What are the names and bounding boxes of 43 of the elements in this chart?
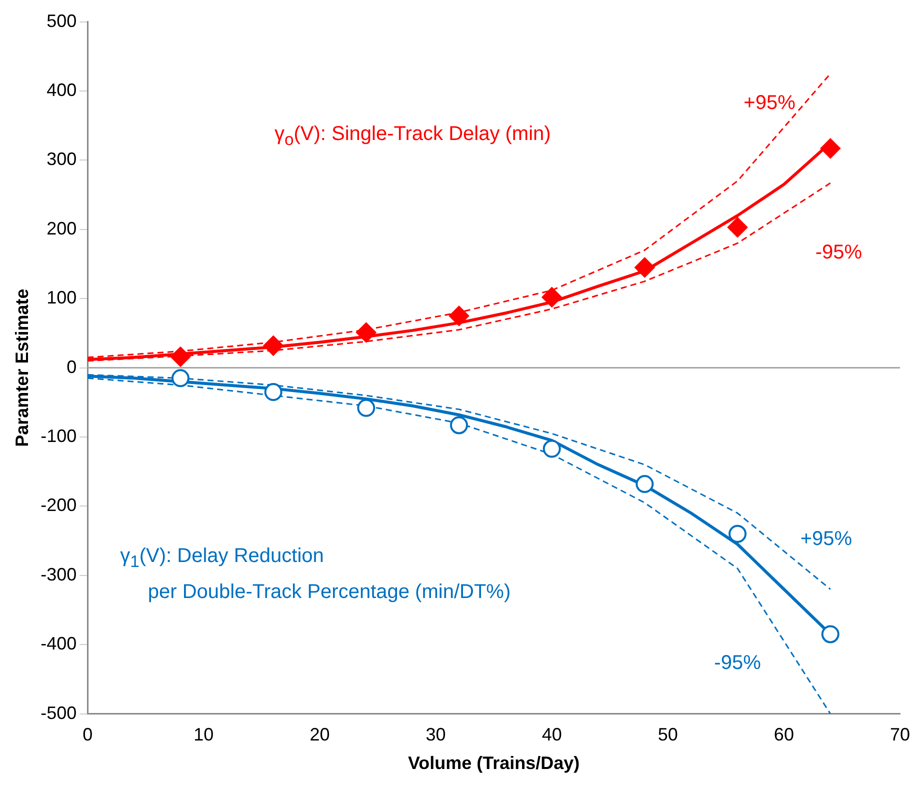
y-tick-label: 400 — [46, 80, 77, 100]
y-tick-label: 500 — [46, 10, 77, 31]
x-axis-title: Volume (Trains/Day) — [408, 753, 580, 774]
y-axis-title: Paramter Estimate — [12, 288, 32, 447]
point — [634, 257, 655, 278]
point — [821, 625, 840, 644]
point — [450, 416, 468, 434]
y-tick-label: 100 — [46, 288, 77, 308]
annotation: γ$_{o}$(V): Single-Track Delay (min) — [274, 122, 551, 151]
y-tick-label: -100 — [40, 426, 77, 446]
point — [728, 524, 747, 543]
series-label: +95% — [744, 92, 796, 114]
point — [171, 369, 190, 388]
x-tick-label: 10 — [194, 724, 214, 745]
y-tick-label: 200 — [46, 218, 77, 238]
y-tick-label: -400 — [40, 634, 77, 654]
point — [728, 217, 748, 238]
y-tick-label: 0 — [66, 356, 77, 377]
point — [820, 138, 840, 158]
point — [264, 383, 282, 402]
annotation: γ$_{1}$(V): Delay Reduction per Double-Track Percentage (min/DT%) — [120, 544, 511, 605]
x-tick-label: 60 — [774, 724, 794, 745]
y-tick-label: -200 — [40, 495, 77, 516]
x-tick-label: 50 — [658, 724, 678, 745]
x-tick-label: 40 — [542, 724, 562, 745]
y-tick-label: -500 — [40, 702, 77, 723]
x-tick-label: 0 — [82, 724, 93, 745]
point — [636, 475, 654, 494]
y-tick-label: 300 — [46, 149, 77, 170]
series-label: -95% — [714, 652, 762, 674]
point — [542, 287, 562, 308]
y-tick-label: -300 — [40, 564, 77, 584]
point — [170, 346, 190, 367]
point — [263, 336, 284, 356]
x-tick-label: 20 — [310, 724, 330, 745]
x-tick-label: 30 — [426, 724, 446, 745]
point — [448, 306, 469, 326]
point — [356, 322, 376, 343]
point — [542, 440, 561, 458]
series-label: +95% — [800, 528, 852, 550]
x-tick-label: 70 — [890, 724, 910, 745]
text: -95% — [815, 242, 862, 264]
point — [357, 398, 376, 417]
